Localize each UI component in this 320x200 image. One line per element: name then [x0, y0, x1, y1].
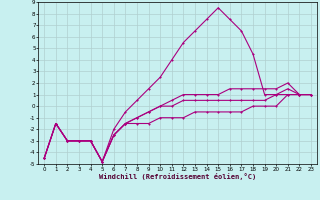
- X-axis label: Windchill (Refroidissement éolien,°C): Windchill (Refroidissement éolien,°C): [99, 173, 256, 180]
